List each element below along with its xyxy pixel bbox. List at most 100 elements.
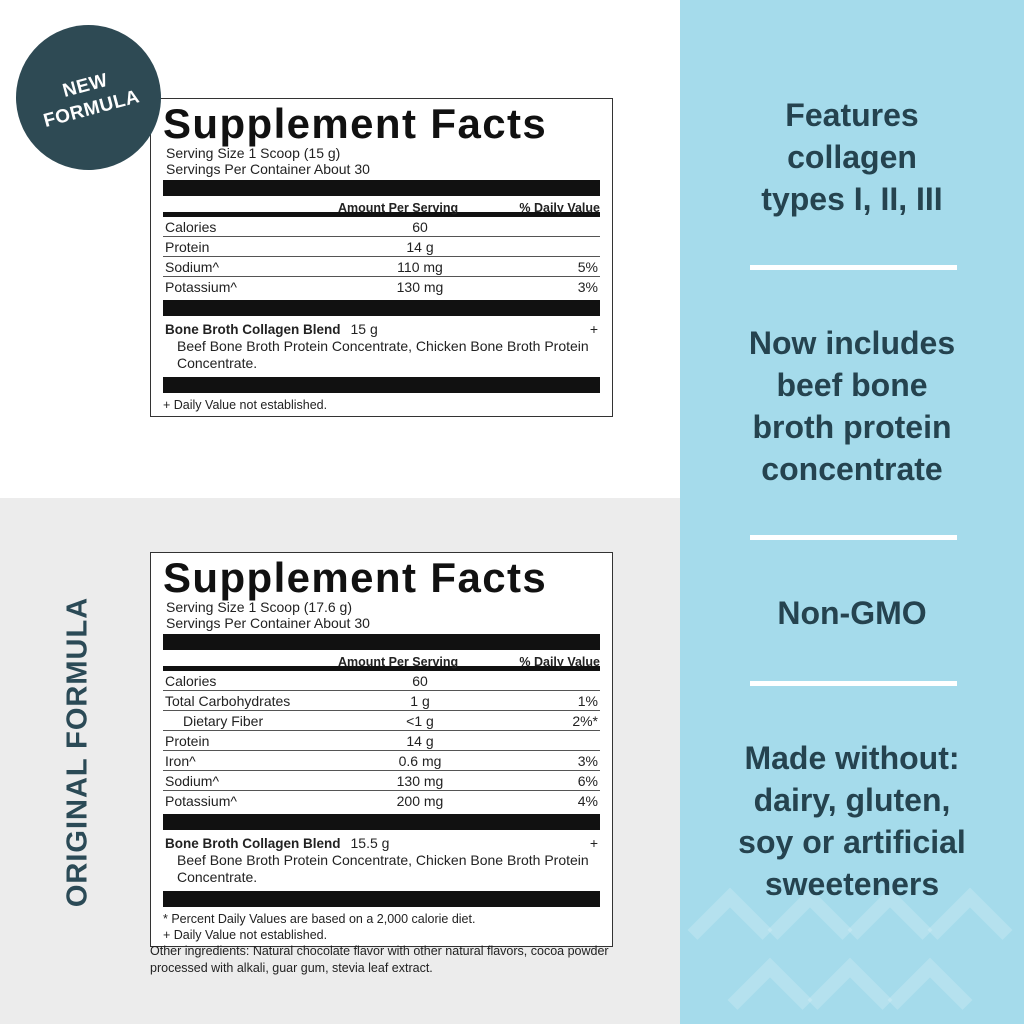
blend-amount: 15 g: [350, 321, 378, 337]
feature-line: soy or artificial: [738, 824, 966, 860]
nutrient-amount: 60: [412, 673, 428, 689]
blend-ingredients: Beef Bone Broth Protein Concentrate, Chi…: [177, 852, 589, 885]
blend-name: Bone Broth Collagen Blend: [165, 836, 341, 851]
nutrient-name: Calories: [165, 219, 217, 235]
nutrient-name: Protein: [165, 733, 210, 749]
nutrient-name: Protein: [165, 239, 210, 255]
nutrient-row: Sodium^ 110 mg 5%: [163, 257, 600, 277]
feature-line: concentrate: [761, 451, 943, 487]
supplement-facts-new: Supplement Facts Serving Size 1 Scoop (15…: [150, 98, 613, 417]
serving-size: Serving Size 1 Scoop (17.6 g): [166, 599, 352, 615]
nutrient-row: Calories 60: [163, 217, 600, 237]
nutrient-row: Potassium^ 130 mg 3%: [163, 277, 600, 297]
label-title: Supplement Facts: [163, 554, 548, 601]
feature-line: sweeteners: [764, 866, 940, 902]
nutrient-dv: 6%: [577, 773, 598, 789]
divider: [750, 265, 957, 270]
nutrient-amount: 200 mg: [396, 793, 444, 809]
nutrient-amount: 1 g: [410, 693, 430, 709]
chevron-pattern-icon: [807, 957, 893, 1024]
nutrient-dv: 4%: [577, 793, 598, 809]
divider-bar: [163, 180, 600, 196]
feature-line: types I, II, III: [761, 181, 943, 217]
nutrient-name: Sodium^: [165, 773, 220, 789]
footnote: + Daily Value not established.: [163, 928, 328, 942]
feature-line: dairy, gluten,: [753, 782, 951, 818]
daily-value-header: % Daily Value: [519, 201, 600, 215]
nutrient-name: Potassium^: [165, 279, 237, 295]
collagen-blend: Bone Broth Collagen Blend 15 g + Beef Bone …: [163, 319, 600, 374]
servings-per-container: Servings Per Container About 30: [166, 161, 370, 177]
nutrient-name: Sodium^: [165, 259, 220, 275]
feature-non-gmo: Non-GMO: [680, 592, 1024, 634]
blend-dv: +: [589, 835, 598, 851]
nutrient-name: Potassium^: [165, 793, 237, 809]
column-header: Amount Per Serving % Daily Value: [163, 653, 600, 671]
amount-header: Amount Per Serving: [338, 655, 459, 669]
divider-bar: [163, 891, 600, 907]
amount-header: Amount Per Serving: [338, 201, 459, 215]
nutrient-name: Iron^: [165, 753, 196, 769]
nutrient-row: Potassium^ 200 mg 4%: [163, 791, 600, 811]
blend-row: Bone Broth Collagen Blend 15.5 g +: [165, 835, 598, 852]
nutrient-dv: 1%: [577, 693, 598, 709]
nutrient-name: Total Carbohydrates: [165, 693, 291, 709]
feature-line: Now includes: [748, 325, 956, 361]
collagen-blend: Bone Broth Collagen Blend 15.5 g + Beef Bon…: [163, 833, 600, 888]
nutrient-name: Calories: [165, 673, 217, 689]
feature-line: Non-GMO: [777, 595, 927, 631]
nutrient-row: Total Carbohydrates 1 g 1%: [163, 691, 600, 711]
footnotes: + Daily Value not established.: [163, 396, 600, 416]
divider-bar: [163, 300, 600, 316]
nutrient-dv: [470, 217, 598, 236]
nutrient-amount: <1 g: [406, 713, 434, 729]
label-title: Supplement Facts: [163, 100, 548, 147]
nutrient-rows: Calories 60 Total Carbohydrates 1 g 1% Dietar…: [163, 671, 600, 811]
blend-ingredients: Beef Bone Broth Protein Concentrate, Chi…: [177, 338, 589, 371]
chevron-pattern-icon: [727, 957, 813, 1024]
nutrient-dv: [470, 731, 598, 750]
column-header: Amount Per Serving % Daily Value: [163, 199, 600, 217]
nutrient-amount: 0.6 mg: [398, 753, 442, 769]
nutrient-row: Protein 14 g: [163, 731, 600, 751]
supplement-facts-original: Supplement Facts Serving Size 1 Scoop (17…: [150, 552, 613, 947]
footnotes: * Percent Daily Values are based on a 2,…: [163, 910, 600, 946]
footnote: * Percent Daily Values are based on a 2,…: [163, 912, 476, 926]
feature-line: Made without:: [744, 740, 960, 776]
nutrient-row: Calories 60: [163, 671, 600, 691]
nutrient-row: Protein 14 g: [163, 237, 600, 257]
nutrient-name: Dietary Fiber: [183, 713, 264, 729]
nutrient-amount: 130 mg: [396, 279, 444, 295]
divider: [750, 681, 957, 686]
nutrient-dv: 3%: [577, 753, 598, 769]
nutrient-dv: 3%: [577, 279, 598, 295]
blend-row: Bone Broth Collagen Blend 15 g +: [165, 321, 598, 338]
features-panel: [680, 0, 1024, 1024]
nutrient-amount: 14 g: [406, 239, 434, 255]
serving-size: Serving Size 1 Scoop (15 g): [166, 145, 341, 161]
nutrient-rows: Calories 60 Protein 14 g Sodium^ 110 mg 5% Pota…: [163, 217, 600, 297]
footnote: + Daily Value not established.: [163, 398, 328, 412]
feature-collagen-types: Features collagen types I, II, III: [680, 94, 1024, 220]
feature-made-without: Made without: dairy, gluten, soy or artifi…: [680, 737, 1024, 905]
blend-name: Bone Broth Collagen Blend: [165, 322, 341, 337]
feature-line: beef bone: [776, 367, 928, 403]
nutrient-amount: 110 mg: [397, 259, 443, 275]
feature-line: broth protein: [752, 409, 952, 445]
divider-bar: [163, 814, 600, 830]
divider: [750, 535, 957, 540]
nutrient-dv: [470, 237, 598, 256]
divider-bar: [163, 634, 600, 650]
feature-line: collagen: [787, 139, 917, 175]
feature-line: Features: [785, 97, 919, 133]
feature-beef-bone-broth: Now includes beef bone broth protein concen…: [680, 322, 1024, 490]
nutrient-amount: 130 mg: [396, 773, 444, 789]
chevron-pattern-icon: [887, 957, 973, 1024]
other-ingredients: Other ingredients: Natural chocolate fla…: [150, 944, 609, 975]
nutrient-amount: 14 g: [406, 733, 434, 749]
nutrient-amount: 60: [412, 219, 428, 235]
nutrient-row: Sodium^ 130 mg 6%: [163, 771, 600, 791]
daily-value-header: % Daily Value: [519, 655, 600, 669]
blend-dv: +: [589, 321, 598, 337]
nutrient-row: Iron^ 0.6 mg 3%: [163, 751, 600, 771]
